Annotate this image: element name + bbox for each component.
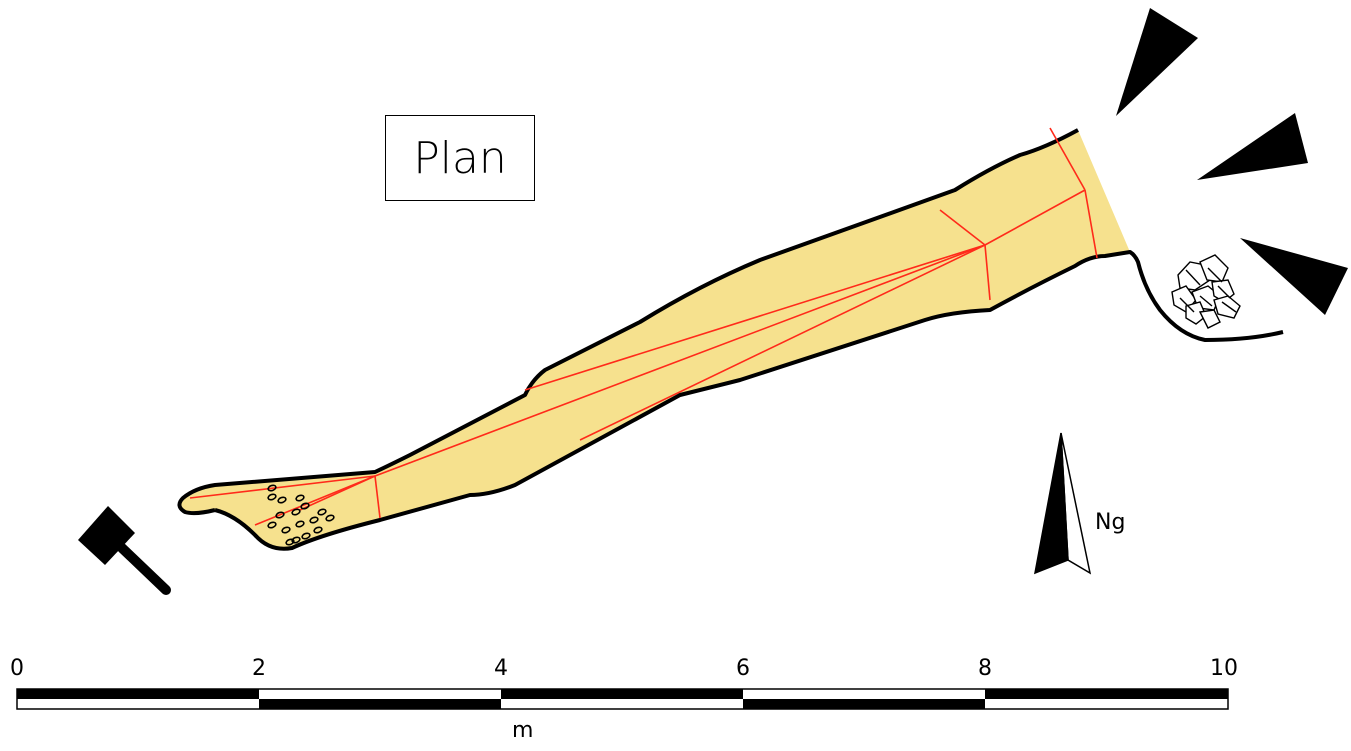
scale-unit-label: m <box>512 718 534 743</box>
pebble <box>291 508 301 516</box>
scale-segment <box>501 689 743 699</box>
shade-wedge <box>1240 238 1348 315</box>
pebble <box>317 508 327 516</box>
pebble <box>277 496 287 504</box>
scale-segment <box>17 689 259 699</box>
pebble <box>267 493 277 501</box>
survey-line <box>374 244 986 477</box>
survey-line <box>939 209 986 246</box>
survey-line <box>984 189 1086 246</box>
shade-wedge-icon <box>1116 8 1348 315</box>
scale-tick-label: 8 <box>978 656 992 681</box>
scale-tick-label: 10 <box>1210 656 1238 681</box>
shade-wedge <box>1116 8 1198 116</box>
scale-segment <box>985 689 1228 699</box>
passage-wall-south <box>214 250 1284 551</box>
pebble <box>313 526 323 534</box>
scale-tick-label: 4 <box>494 656 508 681</box>
pebble <box>291 536 301 544</box>
pebble <box>301 532 311 540</box>
north-arrow-icon <box>1034 432 1092 575</box>
scale-segment <box>743 699 985 709</box>
survey-line <box>299 475 376 511</box>
survey-line <box>524 244 986 391</box>
scale-tick-label: 6 <box>736 656 750 681</box>
hammer-icon <box>78 506 171 595</box>
pebble <box>295 494 305 502</box>
pebble <box>285 538 295 546</box>
pebble <box>267 521 277 529</box>
scale-tick-label: 0 <box>10 656 24 681</box>
survey-line <box>1049 127 1086 191</box>
survey-line <box>254 475 376 526</box>
survey-line <box>984 244 991 301</box>
survey-lines <box>189 127 1098 526</box>
pebble <box>267 484 277 492</box>
boulder-cluster-icon <box>1171 254 1241 329</box>
survey-line <box>189 475 376 499</box>
pebbles <box>267 484 335 546</box>
scale-bar <box>16 688 1229 710</box>
pebble <box>295 520 305 528</box>
pebble <box>300 502 310 510</box>
survey-line <box>1084 189 1098 259</box>
pebble <box>325 514 335 522</box>
pebble <box>309 516 319 524</box>
passage-wall-north <box>177 128 1079 516</box>
survey-line <box>579 244 986 441</box>
scale-segment <box>259 699 501 709</box>
pebble <box>281 526 291 534</box>
scale-tick-label: 2 <box>252 656 266 681</box>
survey-line <box>374 475 381 519</box>
passage-outline <box>179 130 1130 549</box>
north-label: Ng <box>1095 510 1126 535</box>
shade-wedge <box>1197 113 1308 180</box>
pebble <box>275 511 285 519</box>
plan-title: Plan <box>385 115 535 201</box>
